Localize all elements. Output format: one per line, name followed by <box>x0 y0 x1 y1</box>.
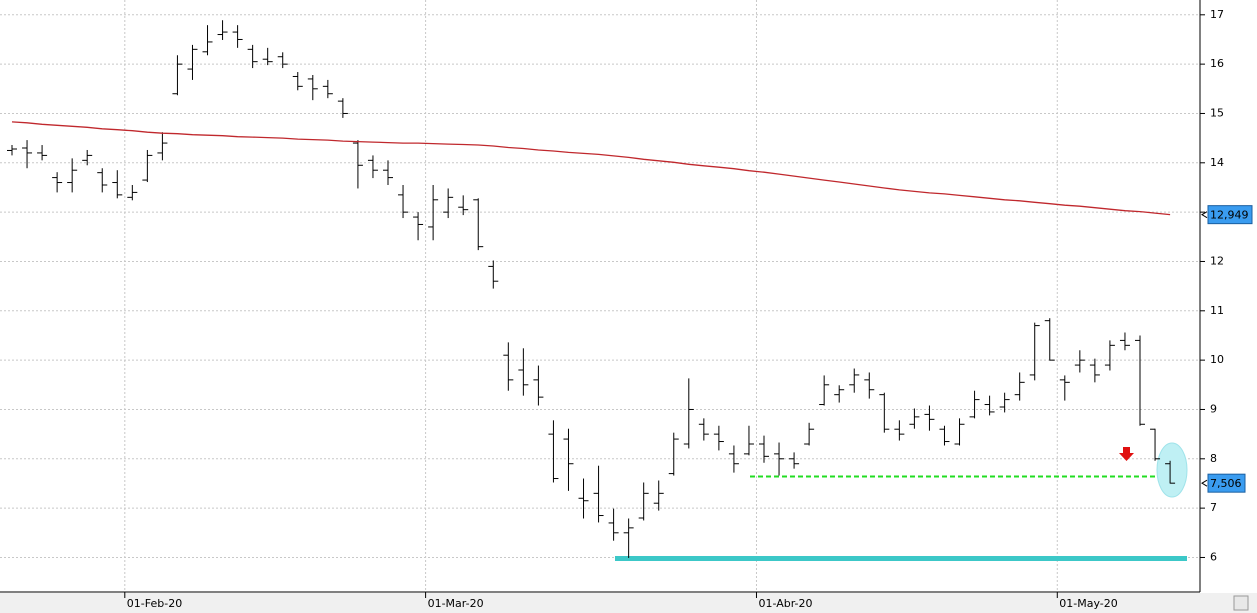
x-tick-label: 01-Mar-20 <box>428 597 484 610</box>
axis: 6789101112131415161701-Feb-2001-Mar-2001… <box>124 8 1253 610</box>
moving-average <box>11 121 1171 216</box>
value-marker-label: 12,949 <box>1210 209 1249 222</box>
down-arrow <box>1119 447 1134 461</box>
y-tick-label: 12 <box>1210 254 1224 267</box>
x-tick-label: 01-Abr-20 <box>758 597 812 610</box>
y-tick-label: 9 <box>1210 402 1217 415</box>
levels <box>615 475 1187 561</box>
y-tick-label: 16 <box>1210 57 1224 70</box>
corner-icon <box>1233 595 1249 611</box>
marker-pointer <box>1201 211 1208 219</box>
marker-pointer <box>1201 479 1208 487</box>
y-tick-label: 17 <box>1210 8 1224 21</box>
value-marker <box>1207 473 1246 493</box>
x-tick-label: 01-Feb-20 <box>127 597 182 610</box>
y-tick-label: 10 <box>1210 353 1224 366</box>
y-tick-label: 11 <box>1210 304 1224 317</box>
x-tick-label: 01-May-20 <box>1059 597 1117 610</box>
marks <box>7 20 1176 558</box>
y-tick-label: 14 <box>1210 156 1224 169</box>
highlight-ellipse <box>1156 442 1188 498</box>
y-tick-label: 8 <box>1210 452 1217 465</box>
y-tick-label: 6 <box>1210 550 1217 563</box>
value-marker-label: 7,506 <box>1210 477 1242 490</box>
grid <box>0 0 1200 592</box>
y-tick-label: 7 <box>1210 501 1217 514</box>
value-marker <box>1207 205 1253 225</box>
y-tick-label: 15 <box>1210 106 1224 119</box>
x-axis-band <box>0 593 1257 613</box>
